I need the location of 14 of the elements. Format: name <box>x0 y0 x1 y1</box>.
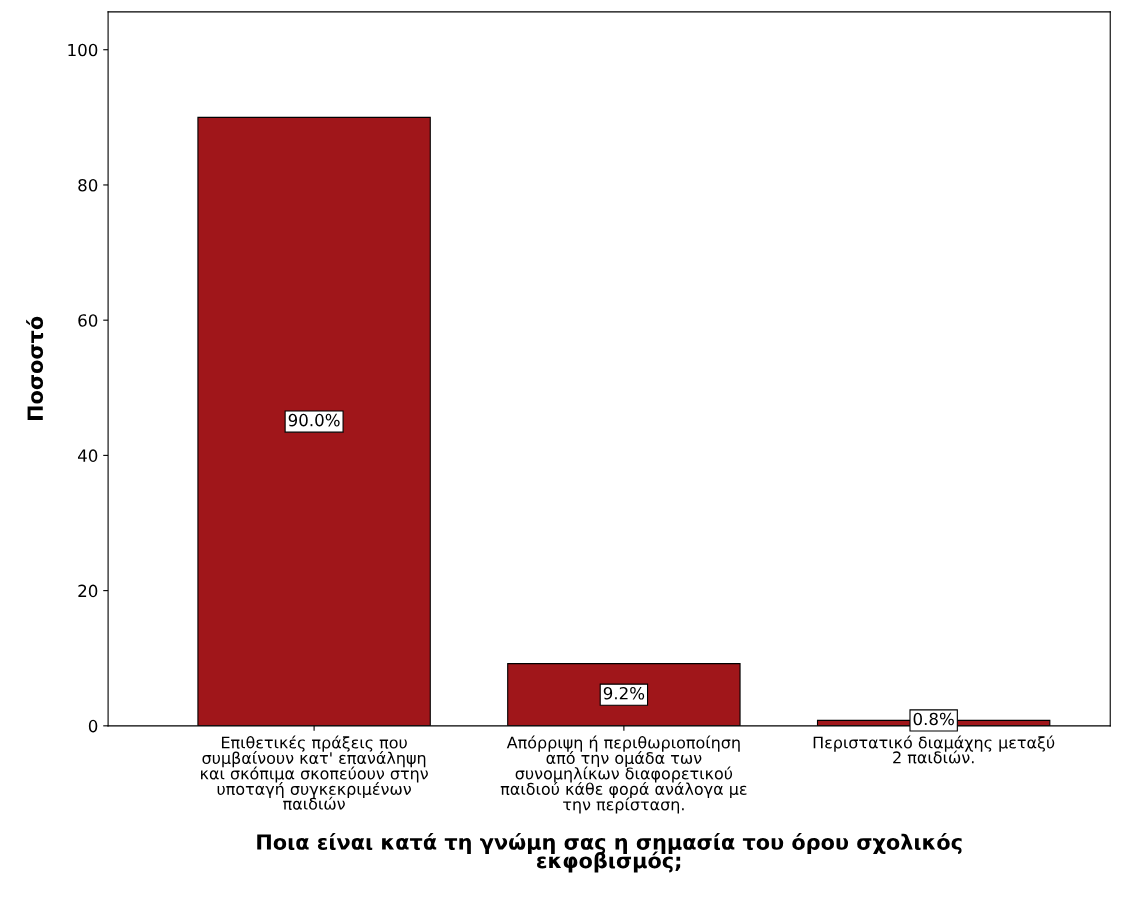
y-tick-label: 0 <box>88 719 98 733</box>
data-label: 9.2% <box>603 686 645 700</box>
y-axis-title: Ποσοστό <box>26 316 44 420</box>
y-tick-label: 40 <box>77 449 98 462</box>
y-tick-label: 20 <box>78 584 98 598</box>
y-tick-label: 80 <box>78 178 98 192</box>
data-label: 90.0% <box>288 413 340 427</box>
x-tick-label: Απόρριψη ή περιθωριοποίηση από την ομάδα των συνομηλίκων διαφορετικού παιδιού κάθε φορά ανάλογα με την περίσταση. <box>500 735 747 814</box>
data-label: 0.8% <box>913 712 954 726</box>
y-tick-label: 60 <box>78 314 98 327</box>
x-axis-title: Ποια είναι κατά τη γνώμη σας η σημασία του όρου σχολικός εκφοβισμός; <box>257 832 962 873</box>
x-tick-label: Επιθετικές πράξεις που συμβαίνουν κατ' επανάληψη και σκόπιμα σκοπεύουν στην υποταγή συγκεκριμένων παιδιών <box>201 735 428 810</box>
y-tick-label: 100 <box>68 43 98 57</box>
x-tick-label: Περιστατικό διαμάχης μεταξύ 2 παιδιών. <box>813 735 1055 764</box>
